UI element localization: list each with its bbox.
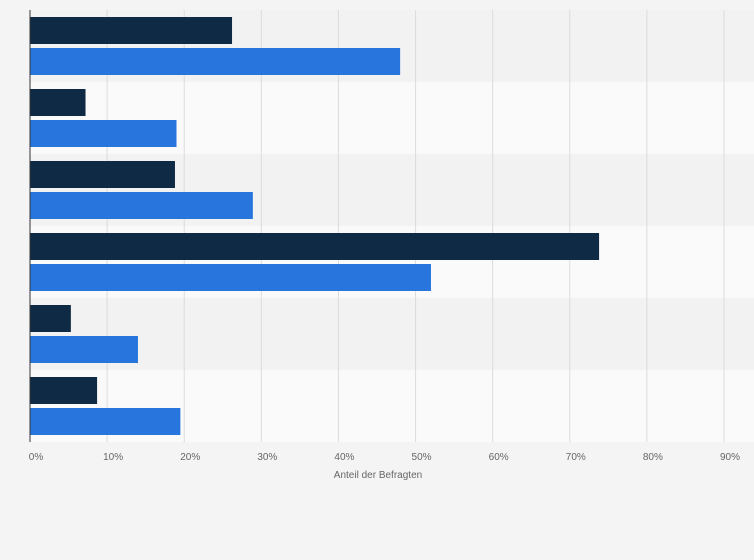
bar-cat4-series2 [30,264,431,291]
x-axis-title: Anteil der Befragten [334,470,422,481]
bar-cat4-series1 [30,233,600,260]
x-tick-label-30: 30% [257,452,277,463]
x-tick-label-50: 50% [412,452,432,463]
category-band-5 [30,298,754,370]
x-tick-label-0: 0% [29,452,44,463]
bar-cat3-series2 [30,192,253,219]
x-tick-label-70: 70% [566,452,586,463]
bar-cat6-series1 [30,377,98,404]
bar-cat5-series2 [30,336,138,363]
x-tick-label-10: 10% [103,452,123,463]
gridlines [106,10,725,442]
bars [30,17,600,435]
bar-cat1-series2 [30,48,401,75]
x-tick-label-90: 90% [720,452,740,463]
x-tick-label-40: 40% [334,452,354,463]
x-tick-label-80: 80% [643,452,663,463]
x-tick-label-60: 60% [489,452,509,463]
bar-cat3-series1 [30,161,175,188]
x-tick-label-20: 20% [180,452,200,463]
bar-cat2-series2 [30,120,177,147]
bar-cat6-series2 [30,408,181,435]
bar-cat5-series1 [30,305,71,332]
bar-cat2-series1 [30,89,86,116]
x-tick-labels: 0% 10% 20% 30% 40% 50% 60% 70% 80% 90% [29,452,740,463]
bar-cat1-series1 [30,17,233,44]
